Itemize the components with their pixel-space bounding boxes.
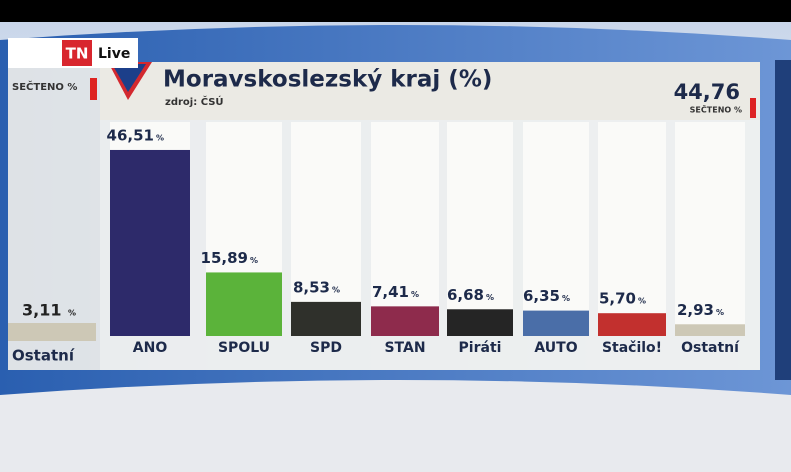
value-label: 6,35 xyxy=(523,287,560,305)
left-counted-caption: SEČTENO % xyxy=(12,80,77,93)
chart-title: Moravskoslezský kraj (%) xyxy=(163,67,492,93)
column-bg xyxy=(291,122,361,336)
left-value-label: 3,11 xyxy=(22,301,61,320)
right-edge xyxy=(775,60,791,380)
logo-brand: TN xyxy=(66,45,89,63)
value-unit: % xyxy=(486,293,494,302)
value-unit: % xyxy=(156,133,164,142)
value-label: 46,51 xyxy=(107,126,154,144)
floor xyxy=(0,380,791,472)
value-unit: % xyxy=(562,294,570,303)
logo-label: Live xyxy=(98,46,130,62)
value-label: 15,89 xyxy=(201,249,248,267)
category-label: ANO xyxy=(133,340,168,356)
left-value-unit: % xyxy=(68,309,76,318)
bars: 46,51 % ANO 15,89 % SPOLU 8,53 % SPD 7,41 % STAN 6,6… xyxy=(107,122,745,356)
bar xyxy=(675,324,745,336)
bar xyxy=(523,310,589,336)
bar xyxy=(291,301,361,336)
left-bar xyxy=(8,323,96,341)
chart-subtitle: zdroj: ČSÚ xyxy=(165,95,224,108)
counted-value: 44,76 xyxy=(674,80,740,104)
left-accent xyxy=(90,78,97,100)
category-label: SPD xyxy=(310,340,342,356)
column-bg xyxy=(371,122,439,336)
bar xyxy=(206,272,282,336)
category-label: STAN xyxy=(384,340,425,356)
logo-brand-box xyxy=(62,40,92,66)
value-label: 6,68 xyxy=(447,286,484,304)
value-label: 7,41 xyxy=(372,283,409,301)
column-bg xyxy=(447,122,513,336)
counted-caption: SEČTENO % xyxy=(690,104,742,115)
value-unit: % xyxy=(332,285,340,294)
value-label: 2,93 xyxy=(677,301,714,319)
left-category-label: Ostatní xyxy=(12,347,75,365)
logo-v-blue xyxy=(112,64,146,92)
category-label: Ostatní xyxy=(681,340,740,356)
bar xyxy=(598,313,666,336)
category-label: AUTO xyxy=(534,340,577,356)
bar xyxy=(110,149,190,336)
bar xyxy=(447,309,513,336)
column-bg xyxy=(598,122,666,336)
bar xyxy=(371,306,439,336)
value-unit: % xyxy=(411,290,419,299)
counted-accent xyxy=(750,98,756,118)
value-unit: % xyxy=(638,297,646,306)
category-label: SPOLU xyxy=(218,340,270,356)
category-label: Piráti xyxy=(459,340,502,356)
value-label: 8,53 xyxy=(293,278,330,296)
column-bg xyxy=(675,122,745,336)
category-label: Stačilo! xyxy=(602,340,662,356)
top-bar xyxy=(0,0,791,22)
value-unit: % xyxy=(716,308,724,317)
left-panel xyxy=(8,60,100,370)
column-bg xyxy=(523,122,589,336)
header-band xyxy=(100,62,760,120)
value-label: 5,70 xyxy=(599,290,636,308)
value-unit: % xyxy=(250,256,258,265)
